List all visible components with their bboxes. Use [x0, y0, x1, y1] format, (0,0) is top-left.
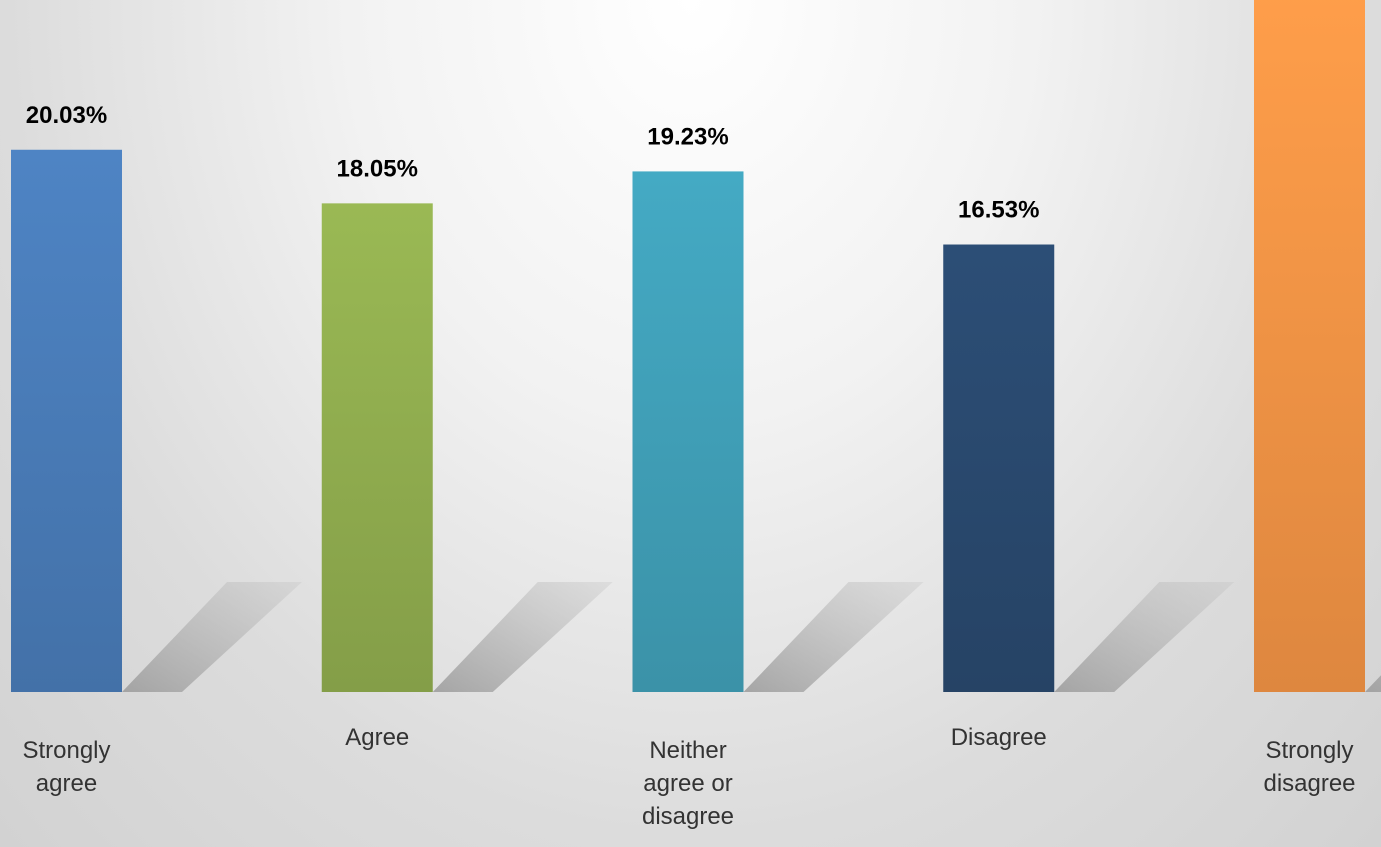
category-label-line: Neither	[649, 737, 726, 764]
bar-shadows	[122, 582, 1381, 692]
category-label-line: agree	[36, 770, 97, 797]
bars	[11, 0, 1365, 693]
category-labels: Strongly agree Agree Neither agree or disagre…	[22, 724, 1355, 830]
bar-shadow-disagree	[1054, 582, 1235, 692]
data-label-strongly-agree: 20.03%	[26, 102, 107, 129]
data-label-neither-agree-or-disagree: 19.23%	[647, 123, 728, 150]
bar-shadow-strongly-disagree	[1365, 675, 1381, 692]
bar-strongly-disagree	[1254, 0, 1365, 693]
category-label-line: Strongly	[1265, 737, 1353, 764]
category-label-neither-agree-or-disagree: Neither agree or disagree	[642, 737, 734, 830]
bar-disagree	[943, 244, 1055, 693]
category-label-disagree: Disagree	[951, 724, 1047, 751]
bar-strongly-agree	[11, 149, 122, 693]
bar-agree	[321, 203, 433, 692]
bar-shadow-agree	[432, 582, 613, 692]
category-label-strongly-disagree: Strongly disagree	[1263, 737, 1355, 797]
data-label-disagree: 16.53%	[958, 197, 1039, 224]
category-label-strongly-agree: Strongly agree	[22, 737, 110, 797]
data-labels: 20.03%18.05%19.23%16.53%26.16%	[26, 102, 1040, 224]
category-label-agree: Agree	[345, 724, 409, 751]
category-label-line: Strongly	[22, 737, 110, 764]
category-label-line: disagree	[1263, 770, 1355, 797]
category-label-line: disagree	[642, 803, 734, 830]
data-label-agree: 18.05%	[337, 155, 418, 182]
category-label-line: agree or	[643, 770, 732, 797]
bar-neither-agree-or-disagree	[632, 171, 744, 692]
category-label-line: Disagree	[951, 724, 1047, 751]
bar-shadow-neither-agree-or-disagree	[743, 582, 924, 692]
category-label-line: Agree	[345, 724, 409, 751]
bar-shadow-strongly-agree	[122, 582, 302, 692]
